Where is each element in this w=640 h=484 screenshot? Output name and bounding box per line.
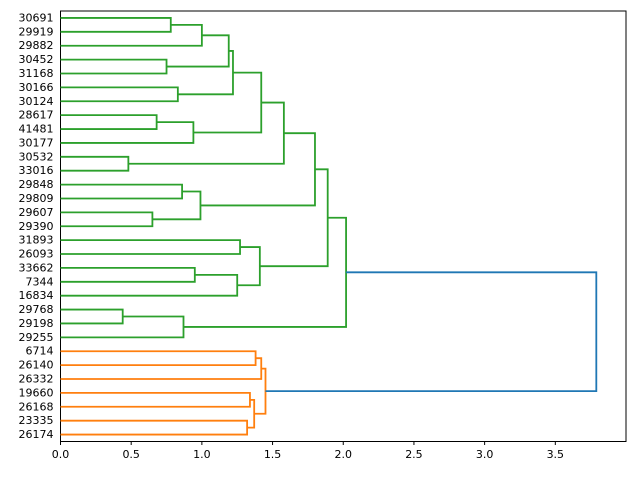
dendrogram-link	[152, 190, 202, 221]
leaf-label: 16834	[19, 289, 54, 302]
leaf-label: 26140	[19, 359, 54, 372]
dendrogram-link	[60, 211, 154, 228]
x-tick-label: 0.0	[52, 448, 70, 461]
leaf-label: 29882	[19, 39, 54, 52]
x-tick-label: 0.5	[122, 448, 140, 461]
dendrogram-link	[60, 391, 251, 408]
leaf-label: 30691	[19, 11, 54, 24]
leaf-label: 41481	[19, 123, 54, 136]
dendrogram-link	[60, 273, 239, 297]
leaf-label: 29198	[19, 317, 54, 330]
leaf-label: 26168	[19, 400, 54, 413]
dendrogram-link	[128, 101, 285, 165]
leaf-label: 23335	[19, 414, 54, 427]
dendrogram-link	[60, 86, 179, 103]
dendrogram-link	[60, 23, 203, 47]
leaf-label: 6714	[26, 345, 54, 358]
dendrogram-link	[200, 132, 316, 207]
dendrogram-link	[60, 357, 263, 380]
dendrogram-link	[60, 350, 257, 367]
leaf-label: 30452	[19, 53, 54, 66]
leaf-label: 29809	[19, 192, 54, 205]
leaf-label: 29919	[19, 25, 54, 38]
leaf-label: 30166	[19, 81, 54, 94]
dendrogram-link	[60, 114, 158, 130]
leaf-label: 29390	[19, 220, 54, 233]
leaf-label: 19660	[19, 386, 54, 399]
x-tick-label: 3.0	[476, 448, 494, 461]
x-tick-label: 3.5	[547, 448, 565, 461]
dendrogram-link	[60, 17, 172, 33]
leaf-label: 28617	[19, 109, 54, 122]
dendrogram-link	[60, 121, 195, 144]
leaf-label: 33662	[19, 261, 54, 274]
dendrogram-link	[60, 58, 168, 75]
leaf-label: 31168	[19, 67, 54, 80]
x-tick-label: 1.0	[193, 448, 211, 461]
leaf-label: 33016	[19, 164, 54, 177]
dendrogram-link	[60, 267, 196, 283]
leaf-label: 29255	[19, 331, 54, 344]
dendrogram-link	[177, 50, 234, 96]
dendrogram-link	[60, 315, 185, 339]
leaf-label: 7344	[26, 275, 54, 288]
dendrogram-link	[60, 419, 249, 436]
leaf-label: 29768	[19, 303, 54, 316]
x-tick-label: 2.5	[405, 448, 423, 461]
dendrogram-link	[183, 216, 347, 328]
leaf-label: 26174	[19, 428, 54, 441]
leaf-label: 29607	[19, 206, 54, 219]
leaf-label: 26093	[19, 248, 54, 261]
dendrogram-link	[259, 168, 329, 268]
leaf-label: 30177	[19, 136, 54, 149]
leaf-label: 30124	[19, 95, 54, 108]
leaf-label: 26332	[19, 373, 54, 386]
dendrogram-link	[166, 34, 230, 68]
dendrogram-link	[265, 271, 598, 393]
x-tick-label: 2.0	[335, 448, 353, 461]
dendrogram-link	[60, 155, 130, 172]
leaf-label: 30532	[19, 150, 54, 163]
leaf-label: 31893	[19, 234, 54, 247]
dendrogram-link	[60, 308, 124, 325]
dendrogram-link	[254, 367, 267, 415]
dendrogram-link	[193, 71, 263, 134]
dendrogram-link	[60, 183, 183, 200]
leaf-label: 29848	[19, 178, 54, 191]
dendrogram-link	[60, 239, 241, 255]
x-tick-label: 1.5	[264, 448, 282, 461]
